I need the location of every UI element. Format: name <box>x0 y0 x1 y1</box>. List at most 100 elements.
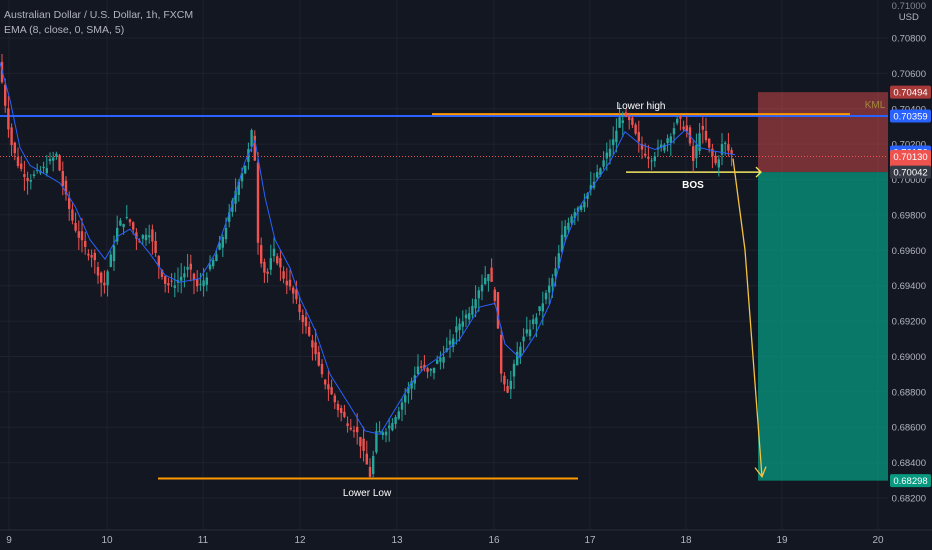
candle-body <box>400 402 404 410</box>
candle-body <box>100 272 103 283</box>
candle-body <box>106 271 109 286</box>
time-tick-label: 13 <box>391 535 403 546</box>
candle-body <box>96 267 100 276</box>
candle-body <box>506 386 509 393</box>
projection-arrow[interactable] <box>732 158 763 477</box>
current-price-tag: 0.70130 <box>893 152 927 163</box>
candle-body <box>288 279 292 287</box>
candle-body <box>356 426 359 433</box>
candle-body <box>279 258 282 268</box>
candle-body <box>58 155 61 171</box>
candle-body <box>52 157 55 161</box>
candle-body <box>116 227 119 242</box>
stop-loss-zone[interactable] <box>758 92 888 173</box>
blue-line-price-tag: 0.70359 <box>893 112 927 123</box>
candle-body <box>317 352 320 366</box>
candle-body <box>64 180 68 195</box>
axis-unit: 0.71000 USD <box>892 1 926 23</box>
candle-body <box>308 326 311 336</box>
time-tick-label: 18 <box>680 535 692 546</box>
price-tick-label: 0.69400 <box>892 281 926 292</box>
bos-label[interactable]: BOS <box>682 180 704 191</box>
candle-body <box>471 305 474 315</box>
lower-high-label[interactable]: Lower high <box>617 101 666 112</box>
annotations[interactable]: Lower high Lower Low BOS KML <box>343 100 886 499</box>
candle-body <box>112 245 116 262</box>
candle-body <box>650 160 653 162</box>
candle-body <box>474 299 477 309</box>
candle-body <box>23 174 26 178</box>
candle-body <box>589 185 592 190</box>
candle-body <box>218 243 221 250</box>
kml-price-tag-bg <box>890 85 931 99</box>
candle-body <box>618 117 621 128</box>
candle-body <box>448 340 452 345</box>
candle-body <box>45 168 48 174</box>
axis-top-partial-label: 0.71000 <box>891 1 926 12</box>
position-zones[interactable] <box>758 92 888 481</box>
time-axis[interactable]: 9 10 11 12 13 16 17 18 19 20 <box>0 529 932 546</box>
price-tick-label: 0.68600 <box>892 423 926 434</box>
lower-low-label[interactable]: Lower Low <box>343 488 392 499</box>
candle-body <box>381 432 384 436</box>
candle-body <box>410 381 413 389</box>
take-profit-zone[interactable] <box>758 172 888 481</box>
time-tick-label: 12 <box>294 535 306 546</box>
candle-body <box>420 366 423 368</box>
candle-body <box>634 124 637 134</box>
candle-body <box>612 139 615 146</box>
candle-body <box>548 285 551 293</box>
candle-body <box>170 280 173 282</box>
candle-body <box>132 222 135 230</box>
candle-body <box>208 264 212 270</box>
candle-body <box>647 156 650 159</box>
candle-body <box>624 112 628 117</box>
indicator-legend[interactable]: EMA (8, close, 0, SMA, 5) <box>4 24 125 36</box>
candle-body <box>144 234 148 241</box>
candle-body <box>484 277 487 284</box>
candle-body <box>224 227 228 240</box>
candle-body <box>711 148 714 156</box>
candle-body <box>560 234 564 252</box>
price-tick-label: 0.69800 <box>892 210 926 221</box>
candle-body <box>157 256 160 267</box>
candle-body <box>439 357 442 362</box>
candle-body <box>74 223 77 231</box>
candle-body <box>343 411 346 417</box>
candle-body <box>586 193 589 199</box>
candle-body <box>669 136 672 143</box>
candle-body <box>583 201 586 208</box>
candle-body <box>295 289 298 300</box>
candle-body <box>87 253 90 256</box>
price-axis[interactable]: 0.708000.706000.704000.702000.700000.698… <box>892 34 926 505</box>
candle-body <box>7 108 10 130</box>
candle-body <box>695 144 698 159</box>
candle-body <box>160 269 164 277</box>
candle-body <box>551 278 554 287</box>
candle-body <box>416 366 420 375</box>
candle-body <box>285 280 288 286</box>
candle-body <box>272 248 276 257</box>
candle-body <box>519 346 522 357</box>
kml-label[interactable]: KML <box>865 100 886 111</box>
symbol-title[interactable]: Australian Dollar / U.S. Dollar, 1h, FXC… <box>4 9 194 21</box>
levels[interactable] <box>0 113 888 480</box>
candle-body <box>196 279 199 287</box>
entry-price-tag: 0.70042 <box>893 168 927 179</box>
candle-body <box>522 336 525 342</box>
candle-body <box>637 132 640 142</box>
ema-polyline <box>0 62 736 435</box>
candle-body <box>330 387 333 395</box>
candle-body <box>228 212 231 222</box>
candle-body <box>631 117 634 125</box>
price-tick-label: 0.68800 <box>892 387 926 398</box>
candle-body <box>253 135 256 161</box>
candle-body <box>493 289 496 301</box>
candle-body <box>573 212 576 219</box>
candle-body <box>487 274 490 282</box>
candle-body <box>407 387 410 394</box>
grid <box>0 0 888 530</box>
candle-body <box>256 162 260 243</box>
